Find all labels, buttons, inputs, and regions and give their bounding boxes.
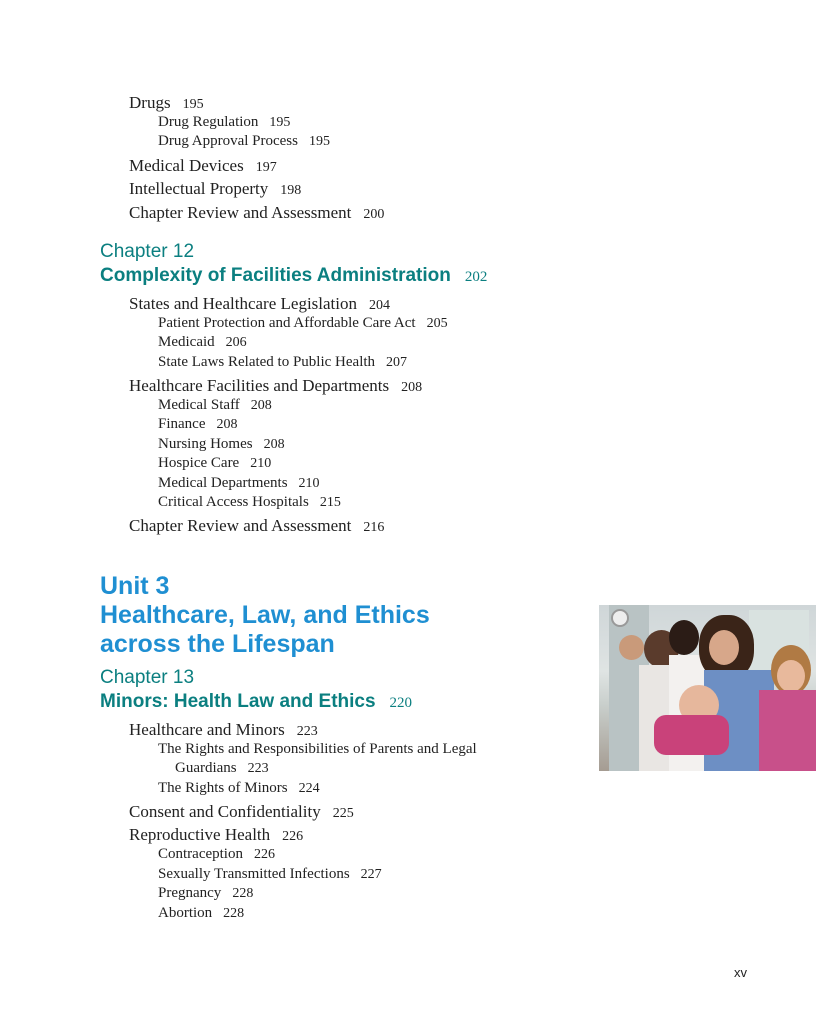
entry-title: Medicaid bbox=[158, 334, 215, 350]
entry-page: 197 bbox=[255, 160, 277, 175]
unit-title-line2: across the Lifespan bbox=[100, 630, 335, 658]
chapter-label: Chapter 13 bbox=[100, 667, 195, 688]
entry-title: Guardians bbox=[175, 760, 237, 776]
toc-entry: Healthcare Facilities and Departments 208 bbox=[129, 377, 422, 395]
entry-title: Nursing Homes bbox=[158, 436, 253, 452]
entry-title: Finance bbox=[158, 416, 206, 432]
entry-title: Sexually Transmitted Infections bbox=[158, 866, 350, 882]
unit-title-line1: Healthcare, Law, and Ethics bbox=[100, 601, 430, 629]
entry-title: Medical Staff bbox=[158, 397, 240, 413]
entry-page: 200 bbox=[363, 207, 385, 222]
entry-title: Drug Approval Process bbox=[158, 133, 298, 149]
chapter-title: Complexity of Facilities Administration 2… bbox=[100, 266, 487, 285]
chapter-title: Minors: Health Law and Ethics 220 bbox=[100, 692, 412, 711]
entry-page: 216 bbox=[363, 520, 385, 535]
entry-page: 208 bbox=[250, 398, 272, 413]
entry-title: Contraception bbox=[158, 846, 243, 862]
entry-page: 195 bbox=[308, 134, 330, 149]
entry-page: 227 bbox=[360, 867, 382, 882]
entry-title: Drug Regulation bbox=[158, 114, 259, 130]
toc-entry: Medical Devices 197 bbox=[129, 157, 277, 175]
unit-label: Unit 3 bbox=[100, 572, 170, 600]
entry-title: The Rights and Responsibilities of Paren… bbox=[158, 741, 477, 757]
entry-page: 198 bbox=[280, 183, 302, 198]
toc-entry: The Rights and Responsibilities of Paren… bbox=[158, 742, 477, 757]
entry-page: 228 bbox=[232, 886, 254, 901]
toc-entry: Medical Departments 210 bbox=[158, 476, 320, 491]
entry-page: 207 bbox=[386, 355, 408, 370]
entry-title: Drugs bbox=[129, 93, 171, 112]
entry-title: Healthcare Facilities and Departments bbox=[129, 376, 390, 395]
entry-title: Consent and Confidentiality bbox=[129, 802, 321, 821]
family-waiting-room-photo bbox=[599, 605, 816, 771]
toc-entry: Hospice Care 210 bbox=[158, 456, 271, 471]
entry-page: 208 bbox=[401, 380, 423, 395]
entry-title: Pregnancy bbox=[158, 885, 222, 901]
toc-entry: Chapter Review and Assessment 200 bbox=[129, 204, 384, 222]
entry-page: 215 bbox=[319, 495, 341, 510]
entry-title: Hospice Care bbox=[158, 455, 240, 471]
entry-title: Reproductive Health bbox=[129, 825, 271, 844]
toc-entry: Sexually Transmitted Infections 227 bbox=[158, 867, 382, 882]
entry-title: States and Healthcare Legislation bbox=[129, 294, 357, 313]
entry-title: Abortion bbox=[158, 905, 213, 921]
toc-entry: Healthcare and Minors 223 bbox=[129, 721, 318, 739]
entry-title: Healthcare and Minors bbox=[129, 720, 285, 739]
entry-page: 210 bbox=[298, 476, 320, 491]
toc-entry: Nursing Homes 208 bbox=[158, 437, 285, 452]
entry-title: State Laws Related to Public Health bbox=[158, 354, 376, 370]
toc-entry: Drug Regulation 195 bbox=[158, 115, 290, 130]
toc-entry: Intellectual Property 198 bbox=[129, 180, 301, 198]
toc-entry: Abortion 228 bbox=[158, 906, 244, 921]
toc-entry: Consent and Confidentiality 225 bbox=[129, 803, 354, 821]
toc-entry-continuation: Guardians 223 bbox=[175, 761, 269, 776]
entry-page: 223 bbox=[247, 761, 269, 776]
chapter-title-text: Complexity of Facilities Administration bbox=[100, 265, 451, 286]
entry-page: 208 bbox=[263, 437, 285, 452]
entry-page: 204 bbox=[369, 298, 390, 313]
entry-title: Medical Departments bbox=[158, 475, 288, 491]
entry-page: 210 bbox=[250, 456, 272, 471]
toc-entry: Drugs 195 bbox=[129, 94, 204, 112]
entry-page: 228 bbox=[223, 906, 245, 921]
entry-page: 195 bbox=[269, 115, 291, 130]
entry-title: Intellectual Property bbox=[129, 179, 269, 198]
toc-entry: Contraception 226 bbox=[158, 847, 275, 862]
entry-page: 195 bbox=[182, 97, 204, 112]
entry-page: 224 bbox=[298, 781, 320, 796]
toc-entry: Reproductive Health 226 bbox=[129, 826, 303, 844]
toc-entry: Medical Staff 208 bbox=[158, 398, 272, 413]
entry-title: Chapter Review and Assessment bbox=[129, 203, 352, 222]
page-number: xv bbox=[734, 965, 747, 980]
toc-entry: States and Healthcare Legislation 204 bbox=[129, 295, 390, 313]
toc-entry: State Laws Related to Public Health 207 bbox=[158, 355, 407, 370]
toc-entry: Critical Access Hospitals 215 bbox=[158, 495, 341, 510]
entry-page: 223 bbox=[296, 724, 318, 739]
toc-entry: Pregnancy 228 bbox=[158, 886, 253, 901]
toc-entry: Patient Protection and Affordable Care A… bbox=[158, 316, 448, 331]
chapter-label: Chapter 12 bbox=[100, 241, 195, 262]
entry-title: Chapter Review and Assessment bbox=[129, 516, 352, 535]
entry-title: Patient Protection and Affordable Care A… bbox=[158, 315, 416, 331]
toc-entry: The Rights of Minors 224 bbox=[158, 781, 320, 796]
chapter-page: 202 bbox=[464, 269, 488, 285]
chapter-page: 220 bbox=[389, 695, 413, 711]
entry-title: Medical Devices bbox=[129, 156, 244, 175]
chapter-title-text: Minors: Health Law and Ethics bbox=[100, 691, 376, 712]
entry-page: 206 bbox=[225, 335, 247, 350]
toc-entry: Finance 208 bbox=[158, 417, 237, 432]
toc-entry: Medicaid 206 bbox=[158, 335, 247, 350]
entry-page: 225 bbox=[332, 806, 354, 821]
entry-title: The Rights of Minors bbox=[158, 780, 288, 796]
entry-title: Critical Access Hospitals bbox=[158, 494, 309, 510]
entry-page: 226 bbox=[282, 829, 304, 844]
entry-page: 205 bbox=[426, 316, 448, 331]
entry-page: 208 bbox=[216, 417, 238, 432]
toc-entry: Drug Approval Process 195 bbox=[158, 134, 330, 149]
toc-entry: Chapter Review and Assessment 216 bbox=[129, 517, 384, 535]
entry-page: 226 bbox=[253, 847, 275, 862]
